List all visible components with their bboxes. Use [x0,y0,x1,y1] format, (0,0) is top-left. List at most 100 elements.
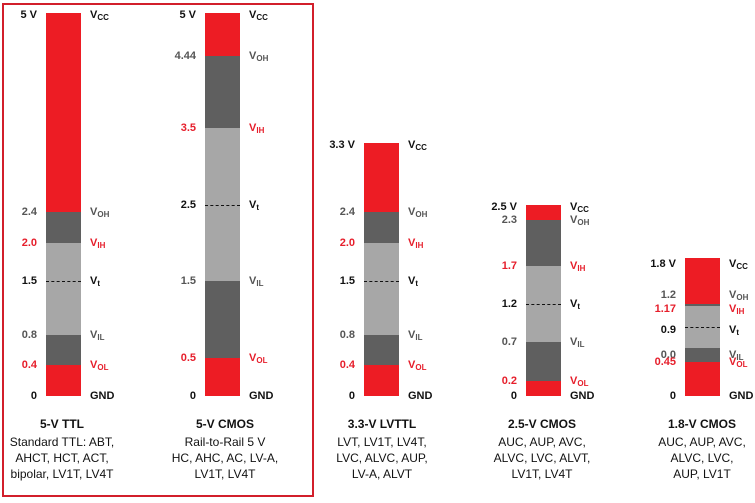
right-label-gnd: GND [90,390,115,402]
right-label-vcc: VCC [90,9,109,24]
left-label-vt: 1.2 [501,298,517,311]
left-label-vil: 0.8 [21,328,37,341]
voltage-subscript: OL [256,355,268,365]
left-label-gnd: 0 [669,390,676,402]
right-label-vcc: VCC [408,139,427,154]
voltage-subscript: CC [577,204,589,214]
voltage-symbol: V [90,275,98,288]
left-label-gnd: 0 [510,390,517,402]
right-label-vcc: VCC [249,9,268,24]
voltage-symbol: V [90,206,98,219]
threshold-region [685,306,720,348]
description-line: ALVC, LVC, ALVT, [493,451,591,465]
description-line: LV1T, LV4T [511,467,573,481]
left-label-vih: 1.7 [501,259,517,272]
right-label-gnd: GND [408,390,433,402]
voltage-subscript: IH [97,240,106,250]
description-line: LV-A, ALVT [351,467,413,481]
right-label-voh: VOH [729,289,748,304]
high-output-region [46,13,81,213]
voltage-subscript: IL [415,332,423,342]
description-line: AUC, AUP, AVC, [658,435,746,449]
right-label-voh: VOH [249,50,268,65]
voltage-subscript: CC [736,262,748,272]
right-label-vol: VOL [90,359,108,374]
voltage-symbol: V [570,336,578,349]
threshold-line [46,281,81,283]
highlight-frame [2,3,314,497]
column-description: AUC, AUP, AVC, ALVC, LVC, ALVT, LV1T, LV4T [467,434,617,482]
column-title: 5-V TTL [40,417,84,431]
voltage-symbol: V [729,348,737,361]
output-low-margin-region [526,342,561,381]
voltage-subscript: IH [577,263,586,273]
voltage-symbol: V [408,275,416,288]
left-label-vih: 2.0 [339,236,355,249]
level-bar-cmos5 [205,13,240,396]
voltage-subscript: IL [256,279,264,289]
voltage-subscript: OL [736,359,748,369]
right-label-vol: VOL [570,375,588,390]
right-label-vol: VOL [408,359,426,374]
voltage-symbol: V [570,298,578,311]
left-label-vil: 1.5 [180,275,196,288]
left-label-vt: 1.5 [21,275,37,288]
right-label-vt: Vt [90,275,100,290]
left-label-vil: 0.7 [501,336,517,349]
left-label-vih: 1.17 [654,303,676,316]
voltage-symbol: V [408,359,416,372]
description-line: AUC, AUP, AVC, [498,435,586,449]
output-high-margin-region [205,55,240,128]
description-line: Standard TTL: ABT, [9,435,115,449]
voltage-symbol: V [570,213,578,226]
column-title: 3.3-V LVTTL [347,417,417,431]
high-output-region [526,204,561,220]
voltage-subscript: t [256,202,260,212]
left-label-vol: 0.45 [654,355,676,368]
voltage-symbol: V [249,198,257,211]
voltage-subscript: IH [415,240,424,250]
voltage-symbol: V [90,359,98,372]
voltage-symbol: V [408,328,416,341]
column-description: AUC, AUP, AVC, ALVC, LVC, AUP, LV1T [627,434,755,482]
voltage-subscript: CC [97,13,109,22]
output-low-margin-region [205,281,240,358]
voltage-symbol: V [90,236,98,249]
right-label-vil: VIL [729,349,743,364]
high-output-region [685,258,720,305]
description-line: HC, AHC, AC, LV-A, [171,451,279,465]
left-label-vol: 0.5 [180,351,196,364]
voltage-symbol: V [249,49,257,62]
voltage-subscript: IL [97,332,105,342]
output-high-margin-region [364,212,399,243]
right-label-vih: VIH [90,237,105,252]
right-label-vol: VOL [729,356,747,371]
left-label-vcc: 1.8 V [650,258,676,271]
threshold-region [526,265,561,343]
right-label-vih: VIH [249,122,264,137]
right-label-vcc: VCC [570,201,589,216]
left-label-voh: 2.3 [501,213,517,226]
output-low-margin-region [46,334,81,366]
right-label-gnd: GND [729,390,754,402]
voltage-subscript: OL [577,378,589,388]
voltage-subscript: CC [256,13,268,22]
column-description: Standard TTL: ABT, AHCT, HCT, ACT, bipolar… [0,434,137,482]
voltage-symbol: V [570,200,578,213]
right-label-vih: VIH [729,303,744,318]
voltage-symbol: V [408,139,416,152]
left-label-vt: 0.9 [660,324,676,337]
description-line: LVT, LV1T, LV4T, [337,435,427,449]
voltage-subscript: IL [736,352,744,362]
voltage-subscript: t [736,328,740,338]
description-line: LVC, ALVC, AUP, [336,451,428,465]
threshold-region [46,242,81,335]
right-label-vil: VIL [570,336,584,351]
high-output-region [364,143,399,213]
voltage-subscript: OL [97,363,109,373]
output-low-margin-region [364,334,399,366]
low-output-region [46,365,81,396]
right-label-vt: Vt [249,199,259,214]
left-label-vil: 0.8 [339,328,355,341]
right-label-vt: Vt [570,298,580,313]
